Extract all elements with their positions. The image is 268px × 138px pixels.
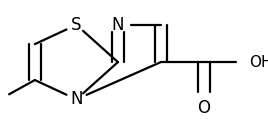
Text: N: N: [112, 16, 124, 34]
Text: N: N: [70, 90, 83, 108]
Text: O: O: [197, 99, 210, 117]
Text: OH: OH: [249, 55, 268, 70]
Text: S: S: [71, 16, 82, 34]
